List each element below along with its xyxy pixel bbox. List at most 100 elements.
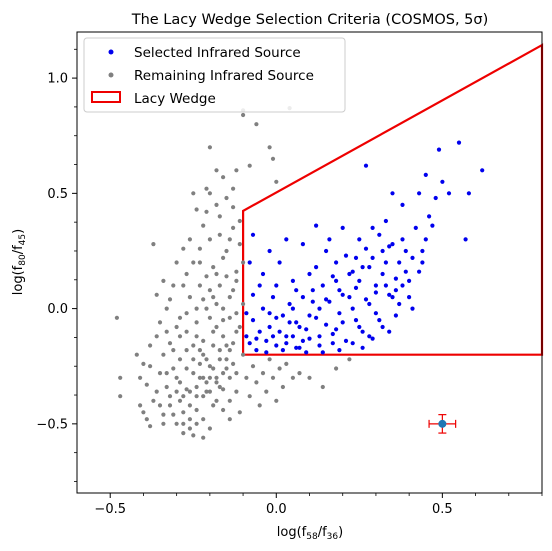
selected-source-point: [247, 341, 252, 346]
remaining-source-point: [177, 315, 183, 320]
y-tick-label: 1.0: [47, 72, 68, 87]
selected-source-point: [264, 338, 269, 343]
remaining-source-point: [207, 288, 212, 293]
remaining-source-point: [148, 343, 153, 348]
selected-source-point: [324, 248, 329, 254]
selected-source-point: [284, 237, 289, 242]
remaining-source-point: [197, 375, 202, 380]
remaining-source-point: [227, 315, 232, 320]
remaining-source-point: [214, 398, 219, 403]
selected-source-point: [423, 237, 428, 242]
selected-source-point: [413, 225, 418, 230]
remaining-source-point: [217, 214, 222, 219]
x-tick-label: −0.5: [94, 502, 126, 517]
selected-source-point: [334, 260, 339, 265]
selected-source-point: [436, 147, 442, 152]
selected-source-point: [247, 260, 252, 265]
remaining-source-point: [224, 366, 229, 371]
selected-source-point: [377, 318, 382, 323]
remaining-source-point: [227, 375, 232, 380]
remaining-source-point: [171, 348, 176, 353]
remaining-source-point: [184, 348, 189, 353]
remaining-source-point: [194, 407, 199, 413]
selected-source-point: [360, 329, 365, 334]
remaining-source-point: [347, 357, 352, 362]
error-bar-layer: [428, 414, 457, 434]
remaining-source-point: [167, 394, 173, 399]
remaining-source-point: [184, 366, 189, 371]
selected-source-point: [260, 306, 266, 311]
selected-source-point: [417, 269, 422, 274]
remaining-source-point: [270, 156, 276, 161]
remaining-source-point: [207, 315, 212, 320]
remaining-source-point: [214, 202, 219, 207]
selected-source-point: [433, 195, 438, 201]
remaining-source-point: [197, 283, 202, 288]
selected-source-point: [327, 299, 332, 304]
selected-source-point: [317, 334, 322, 339]
remaining-source-point: [174, 324, 179, 330]
y-axis-label: log(f80/f45): [11, 229, 28, 295]
remaining-source-point: [191, 343, 196, 348]
selected-source-point: [417, 191, 422, 196]
selected-source-point: [294, 345, 299, 350]
remaining-source-point: [211, 403, 216, 408]
selected-source-point: [264, 350, 269, 355]
remaining-source-point: [241, 112, 246, 118]
selected-source-point: [390, 242, 395, 247]
selected-source-point: [304, 350, 309, 355]
remaining-source-point: [157, 320, 163, 325]
selected-source-point: [307, 336, 312, 341]
remaining-source-point: [221, 387, 226, 392]
remaining-source-point: [244, 375, 249, 380]
selected-source-point: [347, 295, 352, 300]
selected-source-point: [373, 283, 378, 288]
selected-source-point: [397, 260, 402, 265]
selected-source-point: [287, 320, 292, 325]
remaining-source-point: [201, 352, 206, 357]
selected-source-point: [334, 278, 339, 283]
selected-source-point: [360, 265, 365, 270]
selected-source-point: [410, 306, 415, 311]
remaining-source-point: [138, 403, 143, 408]
remaining-source-point: [151, 398, 156, 403]
legend-label-wedge: Lacy Wedge: [134, 91, 216, 107]
selected-source-point: [300, 242, 305, 247]
remaining-source-point: [177, 380, 183, 385]
selected-source-point: [250, 318, 256, 323]
remaining-source-point: [181, 394, 186, 399]
error-bar-marker: [438, 419, 447, 428]
selected-source-point: [270, 295, 276, 300]
remaining-source-point: [187, 403, 192, 408]
remaining-source-point: [250, 364, 256, 369]
remaining-source-point: [197, 348, 202, 353]
remaining-source-point: [214, 168, 219, 173]
remaining-source-point: [254, 122, 259, 127]
remaining-source-point: [204, 380, 209, 385]
remaining-source-point: [277, 366, 282, 371]
remaining-source-point: [141, 410, 146, 415]
selected-source-point: [274, 315, 279, 320]
legend: Selected Infrared Source Remaining Infra…: [83, 37, 346, 113]
selected-source-point: [410, 255, 415, 260]
selected-source-point: [314, 265, 319, 270]
remaining-source-point: [194, 384, 199, 390]
remaining-source-point: [164, 329, 169, 334]
remaining-source-point: [227, 237, 232, 242]
remaining-source-point: [177, 357, 183, 362]
selected-source-point: [350, 341, 355, 346]
selected-source-point: [330, 341, 335, 346]
remaining-source-point: [161, 421, 166, 426]
selected-source-point: [390, 295, 395, 300]
remaining-source-point: [241, 260, 246, 265]
x-axis-ticks: −0.5 0.0 0.5: [94, 493, 543, 517]
remaining-source-point: [224, 343, 229, 348]
legend-label-remaining: Remaining Infrared Source: [134, 68, 314, 84]
remaining-source-point: [237, 410, 242, 415]
selected-source-point: [387, 329, 392, 334]
selected-source-point: [420, 260, 425, 265]
selected-source-point: [370, 225, 375, 230]
selected-source-point: [290, 278, 295, 283]
remaining-source-point: [164, 371, 169, 376]
